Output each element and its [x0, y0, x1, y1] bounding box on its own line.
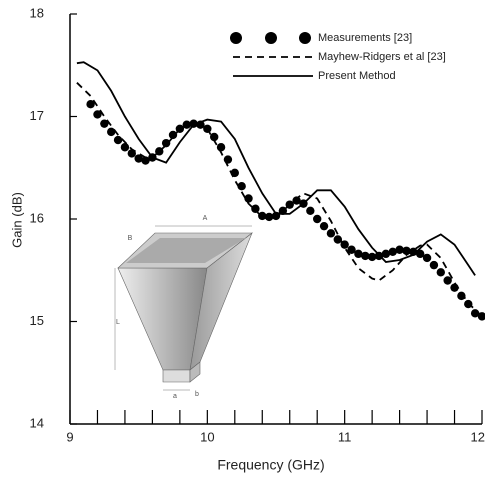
legend-marker — [299, 32, 311, 44]
data-point — [120, 143, 130, 152]
y-tick-label: 18 — [30, 5, 44, 20]
data-point — [361, 251, 370, 261]
data-point — [367, 252, 377, 262]
data-point — [161, 138, 171, 148]
annotation: B — [128, 235, 133, 242]
y-tick-label: 16 — [30, 210, 44, 225]
annotation: A — [203, 215, 208, 222]
data-point — [443, 276, 452, 285]
legend-label: Measurements [23] — [318, 32, 412, 44]
data-point — [429, 260, 439, 270]
data-point — [354, 249, 363, 259]
data-point — [313, 214, 322, 224]
legend-marker — [230, 32, 242, 44]
data-point — [347, 245, 356, 254]
legend-label: Mayhew-Ridgers et al [23] — [318, 51, 446, 63]
y-tick-label: 14 — [30, 415, 44, 430]
data-point — [319, 221, 329, 231]
data-point — [100, 119, 109, 128]
x-tick-label: 10 — [200, 429, 214, 444]
data-point — [168, 130, 178, 140]
data-point — [306, 206, 315, 215]
data-point — [107, 127, 116, 137]
x-axis-label: Frequency (GHz) — [217, 457, 324, 473]
data-point — [244, 194, 253, 203]
data-point — [134, 154, 143, 163]
data-point — [189, 119, 198, 128]
annotation: a — [173, 393, 177, 400]
y-tick-label: 17 — [30, 108, 44, 123]
data-point — [381, 249, 391, 259]
data-point — [326, 229, 336, 238]
data-point — [395, 245, 404, 254]
y-axis-label: Gain (dB) — [9, 192, 24, 248]
data-point — [388, 247, 397, 256]
x-tick-label: 9 — [66, 429, 73, 444]
data-point — [422, 253, 432, 263]
data-point — [237, 182, 246, 191]
data-point — [251, 204, 260, 213]
annotation: L — [116, 319, 120, 326]
legend-label: Present Method — [318, 70, 396, 82]
x-tick-label: 11 — [338, 429, 352, 444]
data-point — [292, 196, 301, 205]
data-point — [436, 268, 445, 277]
data-point — [113, 135, 123, 145]
data-point — [93, 110, 102, 119]
data-point — [333, 235, 342, 244]
data-point — [86, 100, 95, 109]
data-point — [457, 291, 466, 301]
data-point — [210, 132, 219, 142]
annotation: b — [195, 391, 199, 398]
data-line — [76, 61, 476, 276]
data-point — [223, 155, 233, 164]
data-point — [416, 249, 425, 259]
data-point — [216, 143, 226, 152]
horn-illustration — [114, 225, 253, 391]
y-tick-label: 15 — [30, 313, 44, 328]
x-tick-label: 12 — [471, 429, 485, 444]
legend-marker — [265, 32, 277, 44]
data-point — [141, 156, 150, 165]
